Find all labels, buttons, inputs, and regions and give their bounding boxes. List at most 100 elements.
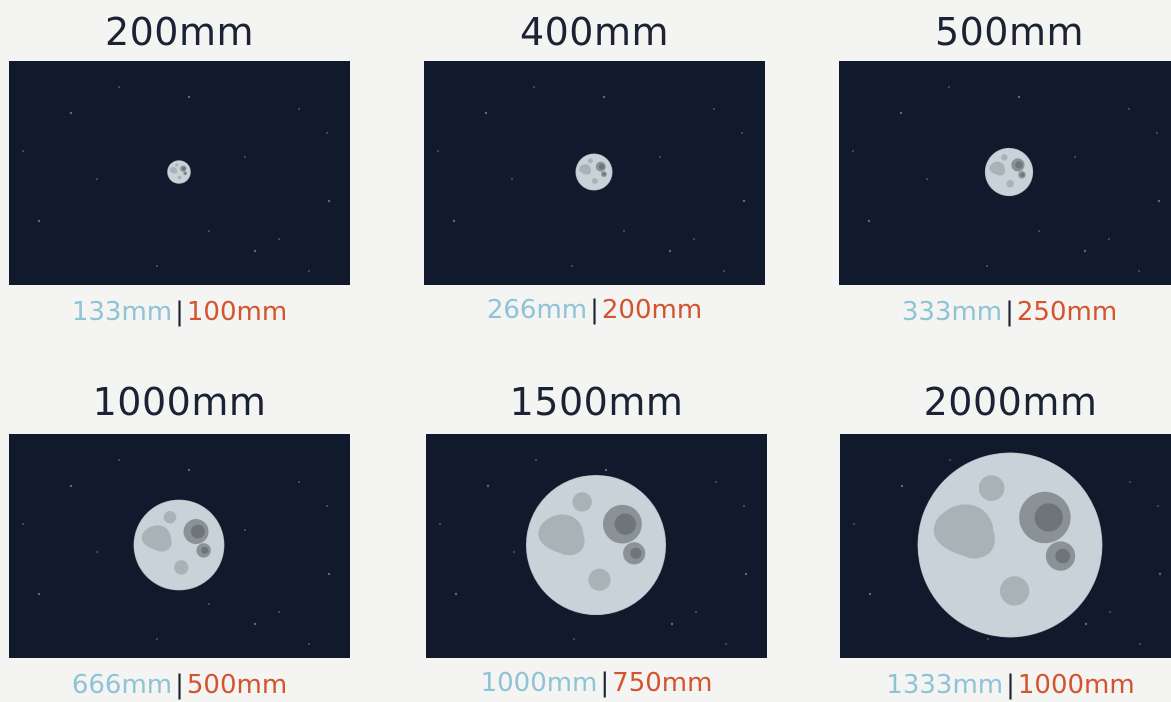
moon <box>984 147 1034 197</box>
star <box>244 156 246 158</box>
moon-crater-center <box>1015 161 1023 169</box>
moon-mare <box>141 525 172 552</box>
crop-equivalent-b: 500mm <box>186 670 288 700</box>
moon-mare <box>169 167 178 174</box>
equivalent-focal-lengths: 1000mm | 750mm <box>426 668 767 698</box>
panel-title: 2000mm <box>923 380 1098 424</box>
star <box>308 270 310 272</box>
star <box>948 86 950 88</box>
moon-mare <box>933 504 995 559</box>
star <box>725 643 727 645</box>
star <box>69 111 73 115</box>
panel-title: 200mm <box>104 10 255 54</box>
star <box>454 592 458 596</box>
moon-crater <box>1006 179 1014 188</box>
equivalent-focal-lengths: 1333mm | 1000mm <box>840 670 1171 700</box>
crop-equivalent-a: 133mm <box>71 297 173 327</box>
moon-illustration <box>22 459 331 645</box>
star <box>187 95 191 99</box>
star <box>1083 249 1087 253</box>
star <box>1038 230 1040 232</box>
star <box>452 219 456 223</box>
star <box>1109 611 1111 613</box>
equivalent-focal-lengths: 333mm | 250mm <box>839 297 1171 327</box>
moon-crater-center <box>184 172 187 175</box>
star <box>37 592 41 596</box>
crop-equivalent-a: 666mm <box>71 670 173 700</box>
moon <box>525 474 667 616</box>
star <box>156 638 158 640</box>
sky-frame <box>9 61 350 285</box>
moon <box>917 452 1103 638</box>
star <box>670 622 674 626</box>
panel-title: 1000mm <box>92 380 267 424</box>
star <box>22 150 24 152</box>
moon-crater-center <box>630 547 642 559</box>
star <box>986 265 988 267</box>
moon-crater <box>175 163 179 167</box>
star <box>602 95 606 99</box>
moon-crater <box>177 175 182 180</box>
separator: | <box>1005 297 1014 327</box>
star <box>1139 643 1141 645</box>
crop-equivalent-a: 1333mm <box>886 670 1004 700</box>
star <box>486 484 490 488</box>
star <box>326 505 328 507</box>
equivalent-focal-lengths: 133mm | 100mm <box>9 297 350 327</box>
moon-crater-center <box>1034 503 1063 532</box>
star <box>1108 238 1110 240</box>
star <box>949 459 951 461</box>
star <box>659 156 661 158</box>
separator: | <box>175 670 184 700</box>
star <box>1084 622 1088 626</box>
sky-frame <box>840 434 1171 658</box>
star <box>327 199 331 203</box>
star <box>118 459 120 461</box>
star <box>533 86 535 88</box>
panel-title: 500mm <box>934 10 1085 54</box>
star <box>1128 108 1130 110</box>
star <box>741 132 743 134</box>
equivalent-focal-lengths: 266mm | 200mm <box>424 295 765 325</box>
star <box>278 238 280 240</box>
moon <box>133 499 225 591</box>
sky-frame <box>424 61 765 285</box>
moon-crater <box>174 560 189 575</box>
star <box>244 529 246 531</box>
star <box>900 484 904 488</box>
star <box>668 249 672 253</box>
moon-crater-center <box>598 163 605 170</box>
star <box>743 505 745 507</box>
crop-equivalent-b: 200mm <box>601 295 703 325</box>
moon-crater-center <box>201 546 209 554</box>
star <box>298 108 300 110</box>
moon-crater-center <box>182 166 186 171</box>
crop-equivalent-a: 266mm <box>486 295 588 325</box>
star <box>867 219 871 223</box>
star <box>926 178 928 180</box>
moon-mare <box>538 514 585 556</box>
star <box>853 523 855 525</box>
sky-frame <box>426 434 767 658</box>
moon-crater-center <box>602 172 606 176</box>
star <box>208 230 210 232</box>
sky-frame <box>839 61 1171 285</box>
star <box>327 572 331 576</box>
moon-illustration <box>852 86 1161 272</box>
star <box>37 219 41 223</box>
star <box>118 86 120 88</box>
star <box>695 611 697 613</box>
star <box>278 611 280 613</box>
crop-equivalent-a: 333mm <box>901 297 1003 327</box>
separator: | <box>175 297 184 327</box>
star <box>253 622 257 626</box>
moon-mare <box>989 161 1006 176</box>
star <box>253 249 257 253</box>
star <box>96 551 98 553</box>
star <box>693 238 695 240</box>
star <box>298 481 300 483</box>
star <box>1158 572 1162 576</box>
star <box>156 265 158 267</box>
separator: | <box>1006 670 1015 700</box>
star <box>513 551 515 553</box>
